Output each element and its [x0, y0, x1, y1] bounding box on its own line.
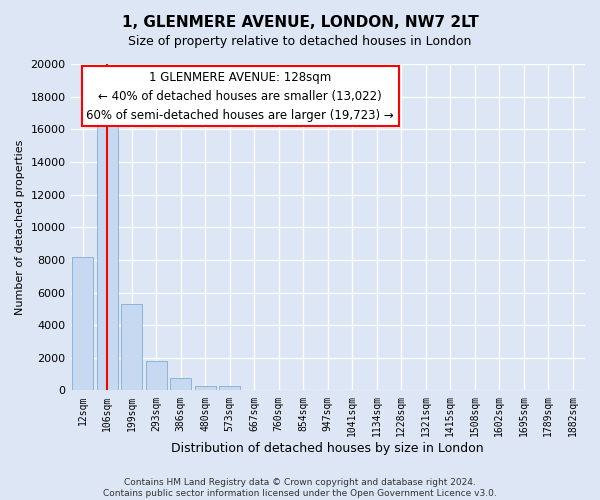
X-axis label: Distribution of detached houses by size in London: Distribution of detached houses by size …: [172, 442, 484, 455]
Bar: [195, 386, 215, 390]
Bar: [146, 361, 167, 390]
Bar: [121, 304, 142, 390]
Bar: [73, 256, 93, 390]
Bar: [220, 386, 240, 390]
Y-axis label: Number of detached properties: Number of detached properties: [15, 140, 25, 315]
Text: 1 GLENMERE AVENUE: 128sqm
← 40% of detached houses are smaller (13,022)
60% of s: 1 GLENMERE AVENUE: 128sqm ← 40% of detac…: [86, 70, 394, 122]
Text: 1, GLENMERE AVENUE, LONDON, NW7 2LT: 1, GLENMERE AVENUE, LONDON, NW7 2LT: [122, 15, 478, 30]
Text: Size of property relative to detached houses in London: Size of property relative to detached ho…: [128, 35, 472, 48]
Bar: [170, 378, 191, 390]
Text: Contains HM Land Registry data © Crown copyright and database right 2024.
Contai: Contains HM Land Registry data © Crown c…: [103, 478, 497, 498]
Bar: [97, 120, 118, 390]
